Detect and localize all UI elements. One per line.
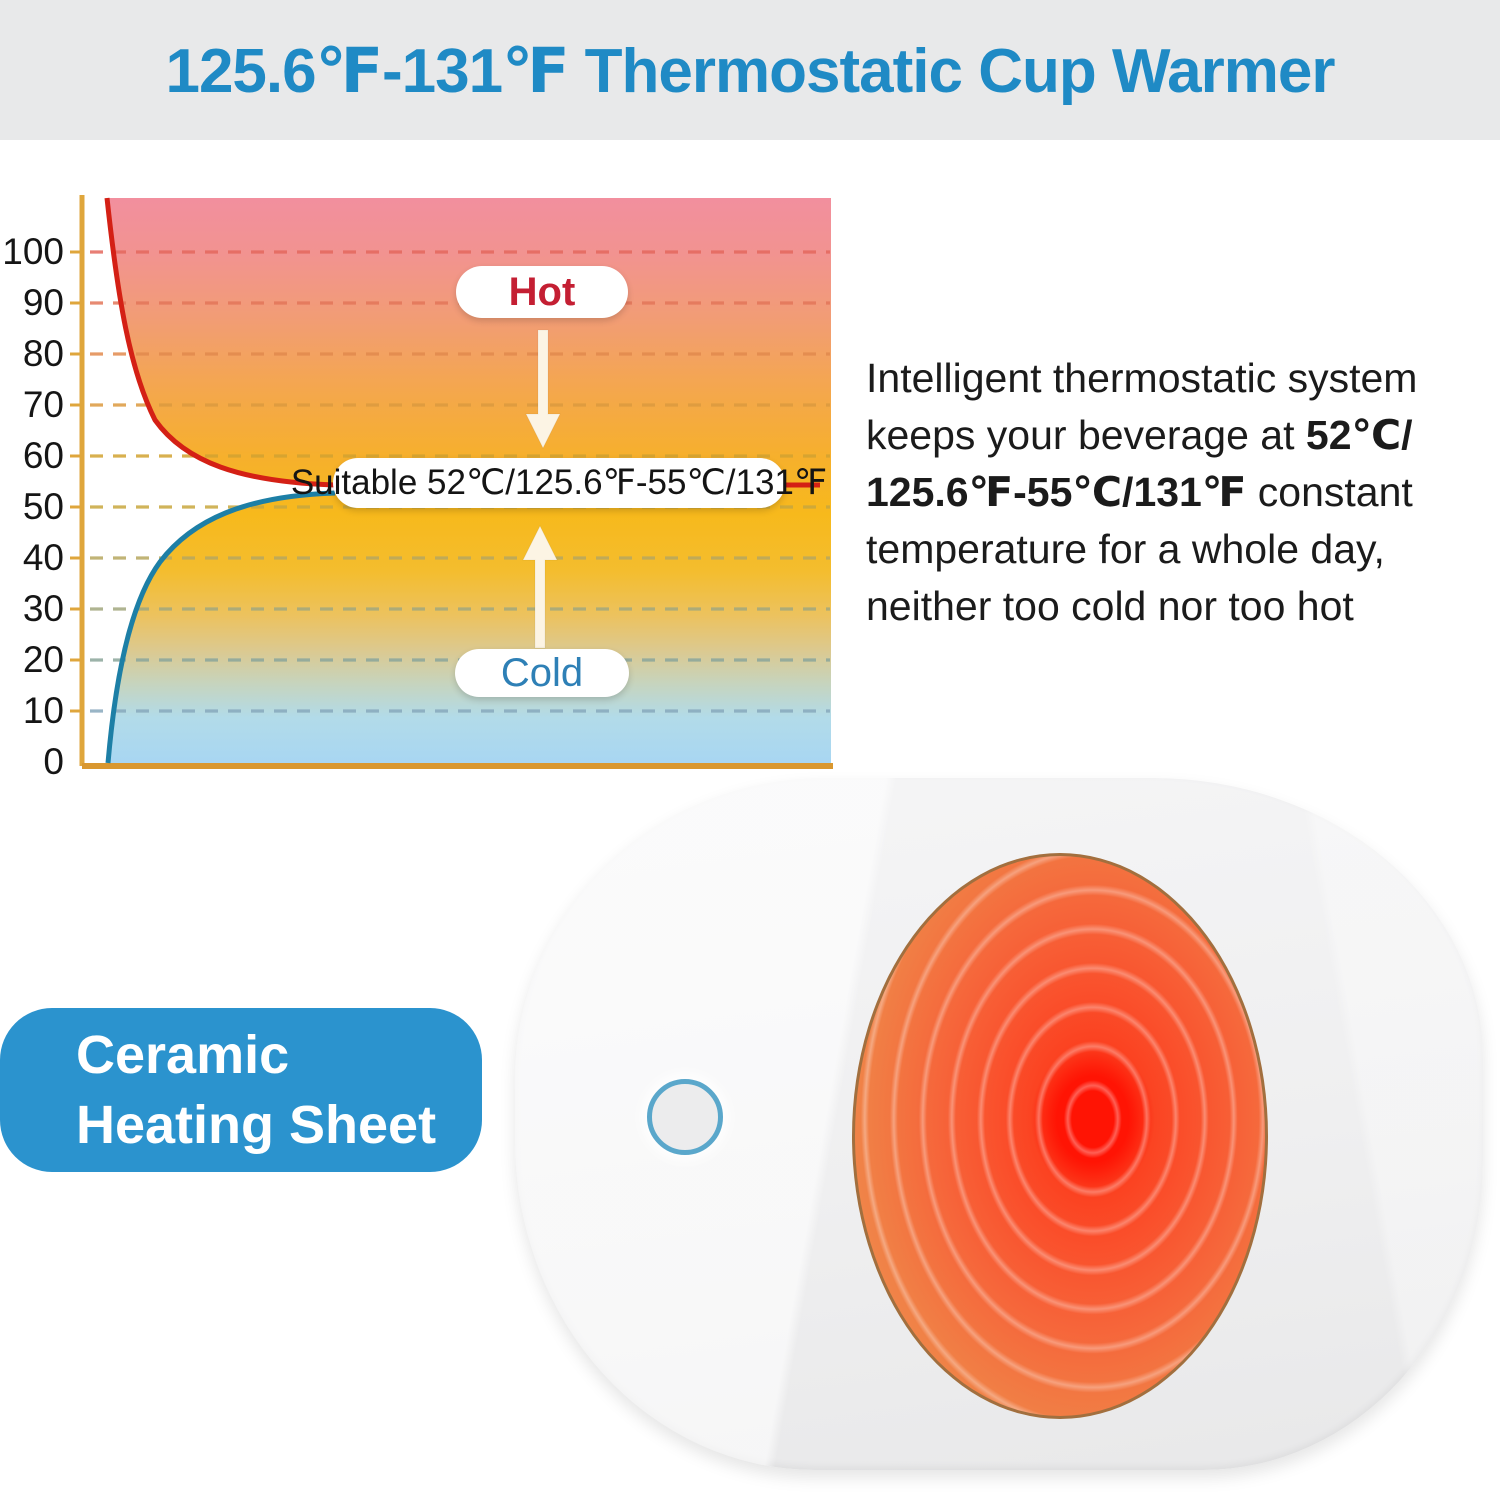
y-axis-label-70: 70 [22, 384, 64, 425]
description-line: 125.6℉-55℃/131℉ constant [866, 469, 1413, 515]
arrow-down-icon [525, 329, 561, 450]
y-axis-label-80: 80 [22, 333, 64, 374]
suitable-range-badge: Suitable 52℃/125.6℉-55℃/131℉ [291, 458, 827, 508]
page-title: 125.6℉-131℉ Thermostatic Cup Warmer [165, 36, 1335, 106]
description-line: Intelligent thermostatic system [866, 355, 1418, 401]
y-axis-label-50: 50 [22, 486, 64, 527]
cold-curve [105, 490, 336, 764]
cold-badge: Cold [455, 649, 629, 697]
ceramic-heating-sheet-badge: Ceramic Heating Sheet [0, 1008, 482, 1172]
badge-line-2: Heating Sheet [76, 1095, 437, 1155]
y-axis-label-20: 20 [22, 639, 64, 680]
y-axis-label-90: 90 [22, 282, 64, 323]
hot-badge: Hot [456, 266, 628, 318]
description-paragraph: Intelligent thermostatic system keeps yo… [866, 350, 1496, 635]
ceramic-heating-plate [852, 853, 1268, 1419]
y-axis-label-10: 10 [22, 690, 64, 731]
y-axis-label-60: 60 [22, 435, 64, 476]
description-line: keeps your beverage at 52℃/ [866, 412, 1413, 458]
y-axis-label-30: 30 [22, 588, 64, 629]
description-line: temperature for a whole day, [866, 526, 1385, 572]
power-button-icon [647, 1079, 723, 1155]
y-axis-label-0: 0 [43, 741, 64, 782]
description-line: neither too cold nor too hot [866, 583, 1354, 629]
y-axis-label-100: 100 [2, 231, 64, 272]
badge-line-1: Ceramic [76, 1025, 290, 1085]
temperature-chart: 100 90 80 70 60 50 40 30 20 10 0 Hot Sui… [0, 0, 860, 800]
y-axis-label-40: 40 [22, 537, 64, 578]
arrow-up-icon [522, 524, 558, 649]
hot-curve [104, 197, 820, 488]
header-band: 125.6℉-131℉ Thermostatic Cup Warmer [0, 0, 1500, 140]
